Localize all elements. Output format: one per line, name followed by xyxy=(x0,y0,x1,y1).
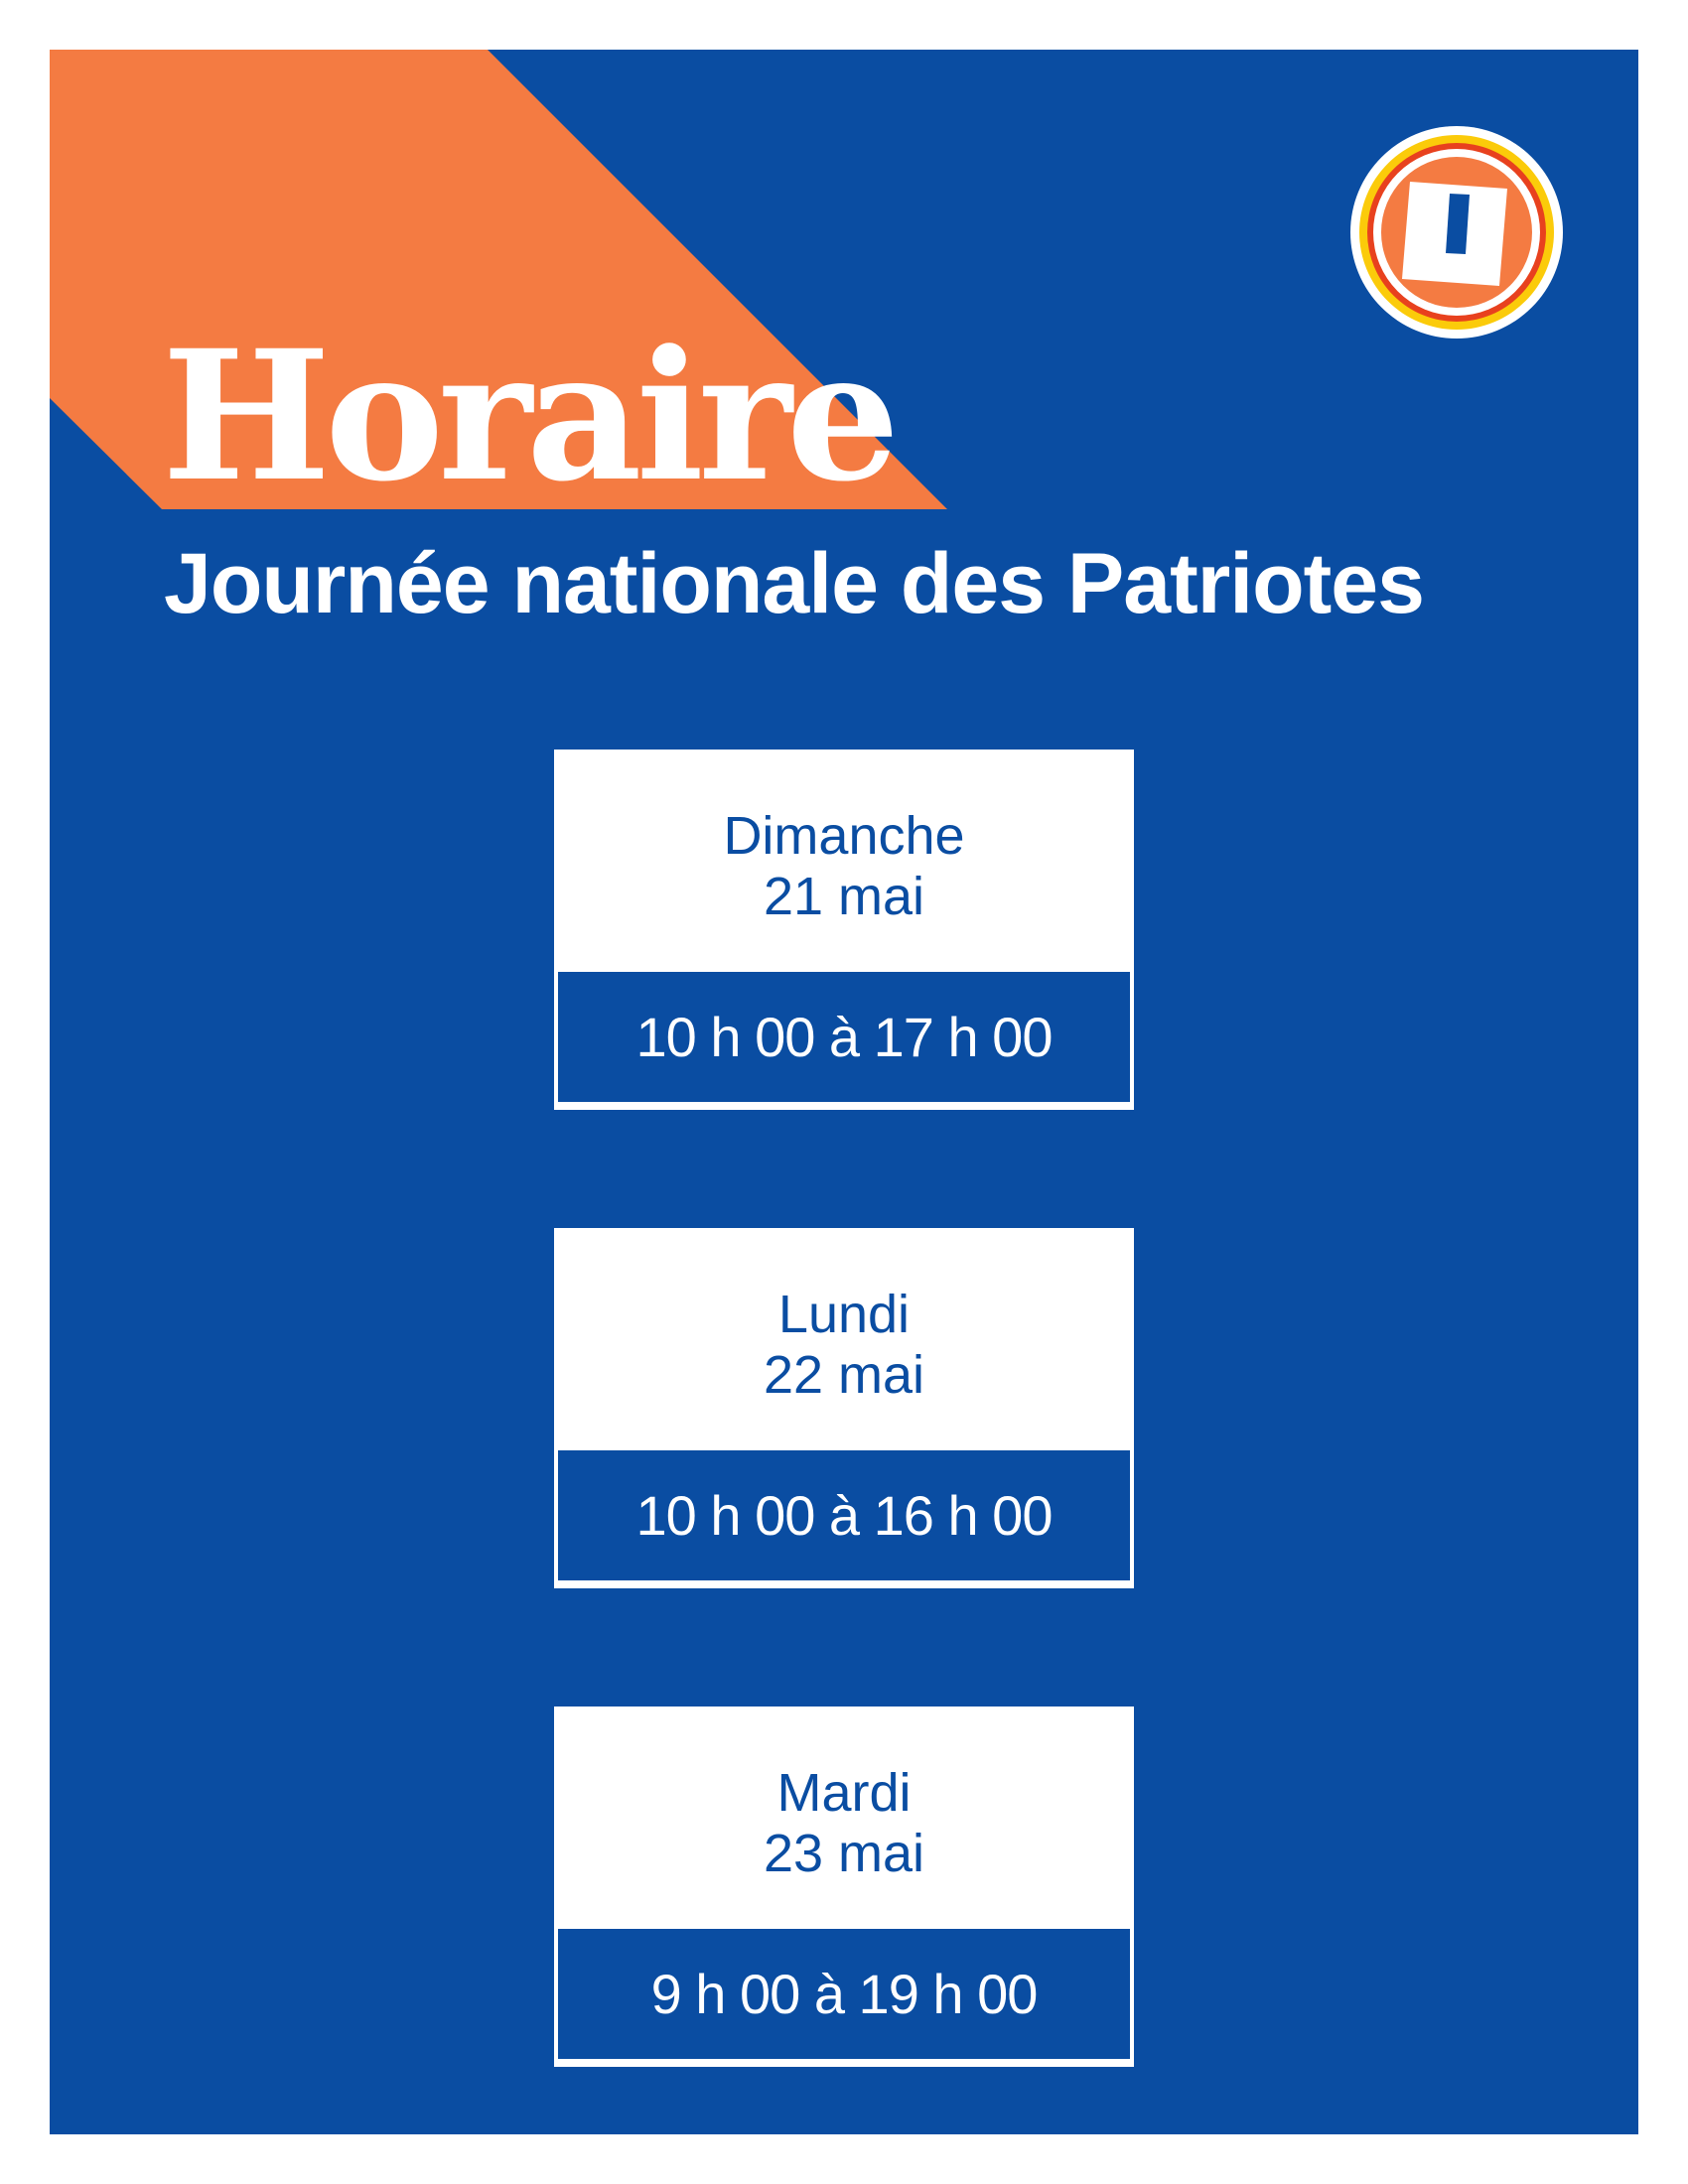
orange-band xyxy=(50,50,947,509)
day: Dimanche xyxy=(723,806,965,866)
date: 21 mai xyxy=(763,867,925,926)
schedule-card: Dimanche 21 mai 10 h 00 à 17 h 00 xyxy=(554,750,1134,1110)
day: Lundi xyxy=(777,1285,911,1344)
day: Mardi xyxy=(776,1763,912,1823)
title: Horaire xyxy=(162,312,900,521)
schedule-card: Mardi 23 mai 9 h 00 à 19 h 00 xyxy=(554,1706,1134,2067)
hours: 10 h 00 à 16 h 00 xyxy=(558,1450,1130,1580)
schedule-card: Lundi 22 mai 10 h 00 à 16 h 00 xyxy=(554,1228,1134,1588)
logo xyxy=(1350,126,1563,339)
date: 22 mai xyxy=(763,1345,925,1405)
hours: 10 h 00 à 17 h 00 xyxy=(558,972,1130,1102)
hours: 9 h 00 à 19 h 00 xyxy=(558,1929,1130,2059)
subtitle: Journée nationale des Patriotes xyxy=(164,536,1425,631)
date: 23 mai xyxy=(763,1824,925,1883)
